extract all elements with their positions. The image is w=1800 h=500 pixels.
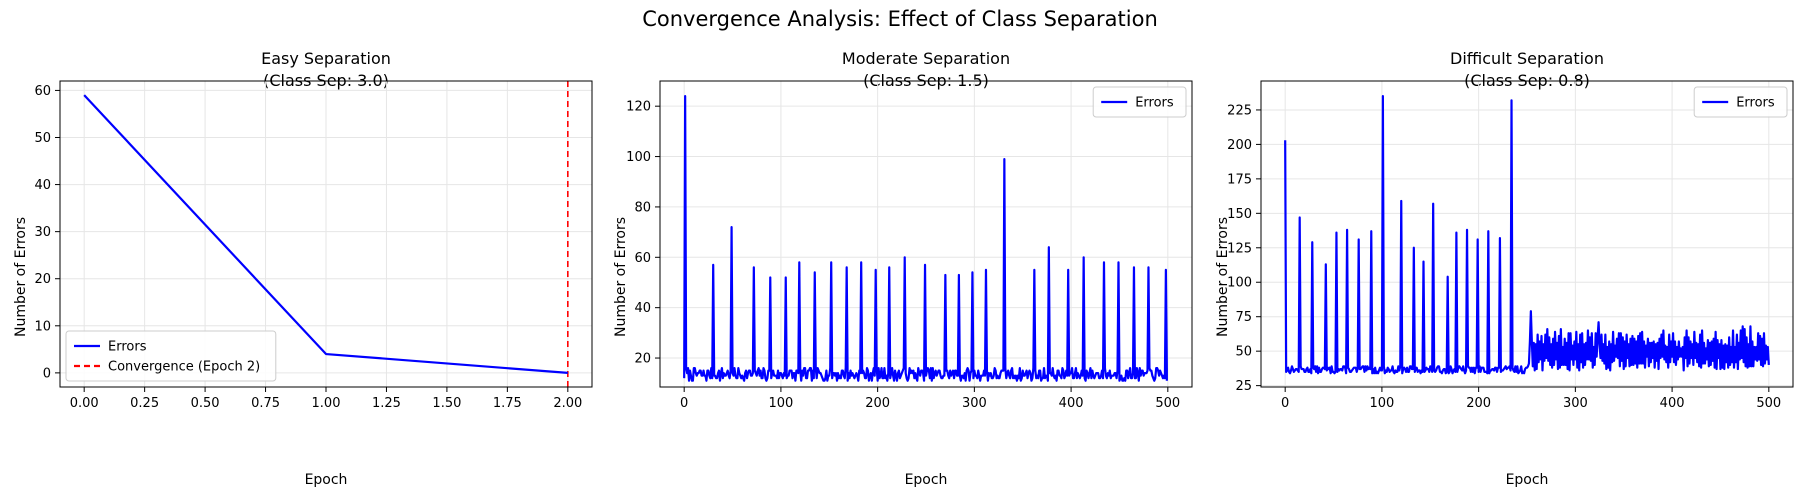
y-tick-label: 80	[634, 200, 651, 215]
y-tick-label: 50	[1235, 345, 1252, 360]
legend-box	[1092, 86, 1187, 118]
x-axis-label: Epoch	[305, 472, 348, 488]
y-tick-label: 20	[34, 272, 51, 287]
x-tick-label: 200	[865, 396, 890, 411]
x-tick-label: 500	[1756, 396, 1781, 411]
y-tick-label: 200	[1227, 138, 1252, 153]
panel-title-line1: Moderate Separation	[842, 49, 1010, 68]
legend-label: Convergence (Epoch 2)	[108, 360, 260, 375]
x-tick-label: 0.75	[251, 396, 280, 411]
figure-title: Convergence Analysis: Effect of Class Se…	[642, 7, 1158, 31]
x-tick-label: 100	[768, 396, 793, 411]
y-tick-label: 0	[43, 366, 51, 381]
y-tick-label: 20	[634, 352, 651, 367]
legend-label: Errors	[1736, 96, 1775, 111]
y-tick-label: 25	[1235, 379, 1252, 394]
panel-difficult: Difficult Separation (Class Sep: 0.8) Ep…	[1215, 49, 1794, 488]
y-tick-label: 40	[34, 178, 51, 193]
panel-title-line1: Easy Separation	[261, 49, 391, 68]
y-tick-label: 40	[634, 301, 651, 316]
legend: Errors	[1092, 86, 1187, 118]
x-tick-label: 500	[1155, 396, 1180, 411]
x-tick-label: 1.75	[493, 396, 522, 411]
y-axis-label: Number of Errors	[613, 217, 629, 337]
x-tick-label: 2.00	[553, 396, 582, 411]
axes-frame	[659, 80, 1193, 388]
legend: Errors Convergence (Epoch 2)	[65, 330, 277, 382]
series-line-errors	[1284, 95, 1770, 375]
y-tick-label: 150	[1227, 207, 1252, 222]
x-tick-label: 0.25	[130, 396, 159, 411]
x-tick-label: 0.50	[191, 396, 220, 411]
y-tick-label: 50	[34, 131, 51, 146]
x-tick-label: 400	[1660, 396, 1685, 411]
y-tick-label: 125	[1227, 241, 1252, 256]
y-tick-label: 100	[626, 150, 651, 165]
y-tick-label: 100	[1227, 276, 1252, 291]
plot-area-easy: 0.00 0.25 0.50 0.75 1.00 1.25 1.50 1.75 2.00 0 10 2…	[34, 80, 593, 411]
legend-box	[65, 330, 277, 382]
x-tick-label: 400	[1059, 396, 1084, 411]
x-tick-label: 1.25	[372, 396, 401, 411]
legend-label: Errors	[1135, 96, 1174, 111]
x-axis-label: Epoch	[1506, 472, 1549, 488]
x-tick-label: 300	[1563, 396, 1588, 411]
x-tick-label: 1.00	[312, 396, 341, 411]
legend: Errors	[1693, 86, 1788, 118]
panel-easy: Easy Separation (Class Sep: 3.0) Epoch N…	[13, 49, 593, 488]
y-tick-label: 175	[1227, 172, 1252, 187]
x-tick-label: 100	[1369, 396, 1394, 411]
y-tick-label: 30	[34, 225, 51, 240]
y-tick-label: 10	[34, 319, 51, 334]
y-tick-label: 60	[634, 251, 651, 266]
x-tick-label: 0	[680, 396, 688, 411]
series-line-errors	[683, 95, 1168, 382]
x-tick-label: 300	[962, 396, 987, 411]
panel-moderate: Moderate Separation (Class Sep: 1.5) Epo…	[613, 49, 1193, 488]
x-axis-label: Epoch	[905, 472, 948, 488]
legend-label: Errors	[108, 340, 147, 355]
y-tick-label: 225	[1227, 103, 1252, 118]
plot-area-moderate: 0 100 200 300 400 500 20 40 60 80 100 120 Errors	[626, 80, 1193, 411]
x-tick-label: 200	[1466, 396, 1491, 411]
axes-frame	[1260, 80, 1794, 388]
y-tick-label: 120	[626, 100, 651, 115]
y-axis-label: Number of Errors	[13, 217, 29, 337]
y-tick-label: 60	[34, 84, 51, 99]
x-tick-label: 1.50	[432, 396, 461, 411]
x-tick-label: 0.00	[70, 396, 99, 411]
y-axis-label: Number of Errors	[1215, 217, 1231, 337]
series-line-errors	[83, 94, 568, 374]
x-tick-label: 0	[1281, 396, 1289, 411]
plot-area-difficult: 0 100 200 300 400 500 25 50 75 100 125 150 175 200 225…	[1227, 80, 1794, 411]
y-tick-label: 75	[1235, 310, 1252, 325]
panel-title-line1: Difficult Separation	[1450, 49, 1604, 68]
legend-box	[1693, 86, 1788, 118]
